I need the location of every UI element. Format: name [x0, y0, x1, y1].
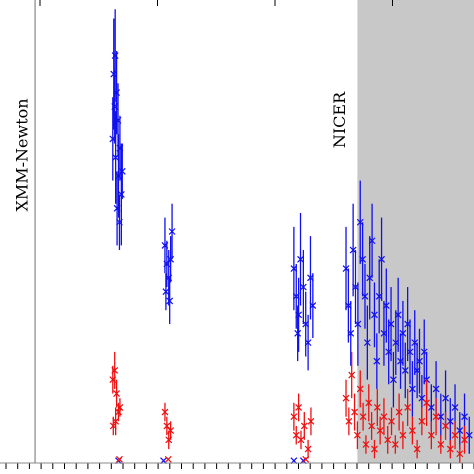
- data-point: [297, 255, 304, 263]
- data-point: [413, 445, 421, 453]
- data-point: [345, 417, 353, 425]
- annotation-xmm-newton: XMM-Newton: [12, 98, 31, 211]
- data-point: [307, 417, 315, 425]
- data-point: [456, 450, 464, 458]
- data-point: [418, 417, 426, 425]
- data-point: [116, 404, 124, 411]
- data-point: [112, 153, 120, 161]
- data-point: [399, 431, 407, 439]
- data-point: [408, 385, 416, 393]
- data-point: [395, 408, 403, 416]
- data-point: [437, 441, 445, 448]
- data-point: [361, 292, 369, 300]
- data-point: [162, 288, 170, 296]
- data-point: [461, 413, 468, 421]
- data-point: [351, 408, 358, 416]
- data-point: [376, 427, 384, 435]
- data-point: [461, 436, 468, 444]
- data-point: [404, 404, 412, 411]
- data-point: [451, 404, 459, 411]
- annotation-nicer: NICER: [330, 91, 349, 148]
- data-point: [394, 311, 402, 319]
- data-point: [304, 339, 312, 347]
- data-point: [363, 339, 371, 347]
- data-point: [348, 371, 356, 379]
- data-point: [387, 320, 395, 328]
- data-point: [442, 422, 449, 430]
- data-point: [112, 417, 120, 425]
- data-point: [362, 441, 370, 448]
- data-point: [399, 329, 407, 337]
- data-point: [391, 441, 399, 448]
- data-point: [451, 431, 459, 439]
- data-point: [408, 427, 416, 435]
- data-point: [111, 103, 119, 110]
- data-point: [427, 431, 435, 439]
- data-point: [297, 436, 305, 444]
- data-point: [304, 445, 312, 453]
- axis-ticks: [5, 0, 474, 469]
- data-point: [359, 413, 367, 421]
- data-point: [166, 297, 174, 305]
- data-point: [368, 237, 376, 245]
- data-point: [161, 408, 169, 416]
- data-point: [416, 357, 423, 365]
- data-point: [432, 413, 440, 421]
- series-layer: [109, 9, 473, 465]
- data-point: [446, 445, 454, 453]
- data-point: [365, 399, 373, 407]
- data-point: [388, 417, 395, 425]
- data-point: [295, 404, 303, 411]
- data-point: [356, 385, 364, 393]
- data-point: [359, 255, 367, 263]
- data-point: [300, 422, 308, 430]
- data-point: [168, 228, 176, 235]
- data-point: [373, 357, 381, 365]
- data-point: [354, 320, 362, 328]
- data-point: [380, 413, 388, 421]
- data-point: [167, 427, 175, 435]
- data-point: [389, 376, 397, 384]
- data-point: [371, 311, 378, 319]
- data-point: [302, 455, 310, 463]
- series-1: [109, 351, 468, 463]
- data-point: [423, 399, 431, 407]
- data-point: [113, 390, 121, 397]
- data-point: [290, 413, 298, 421]
- data-point: [294, 329, 302, 337]
- data-point: [116, 218, 123, 226]
- data-point: [371, 445, 378, 453]
- data-point: [353, 431, 361, 439]
- data-point: [368, 422, 376, 430]
- data-point: [295, 311, 303, 319]
- data-point: [164, 455, 172, 463]
- data-point: [111, 366, 119, 374]
- data-point: [116, 455, 123, 463]
- data-point: [373, 404, 381, 411]
- series-0: [109, 9, 473, 465]
- data-point: [406, 348, 414, 356]
- data-point: [432, 385, 440, 393]
- data-point: [442, 394, 449, 402]
- data-point: [401, 366, 409, 374]
- data-point: [309, 302, 317, 310]
- data-point: [378, 255, 385, 263]
- data-point: [299, 283, 307, 291]
- data-point: [347, 329, 355, 337]
- data-point: [382, 302, 390, 310]
- nicer-shaded-region: [357, 0, 474, 463]
- data-point: [384, 436, 392, 444]
- data-point: [118, 167, 126, 175]
- data-point: [342, 394, 350, 402]
